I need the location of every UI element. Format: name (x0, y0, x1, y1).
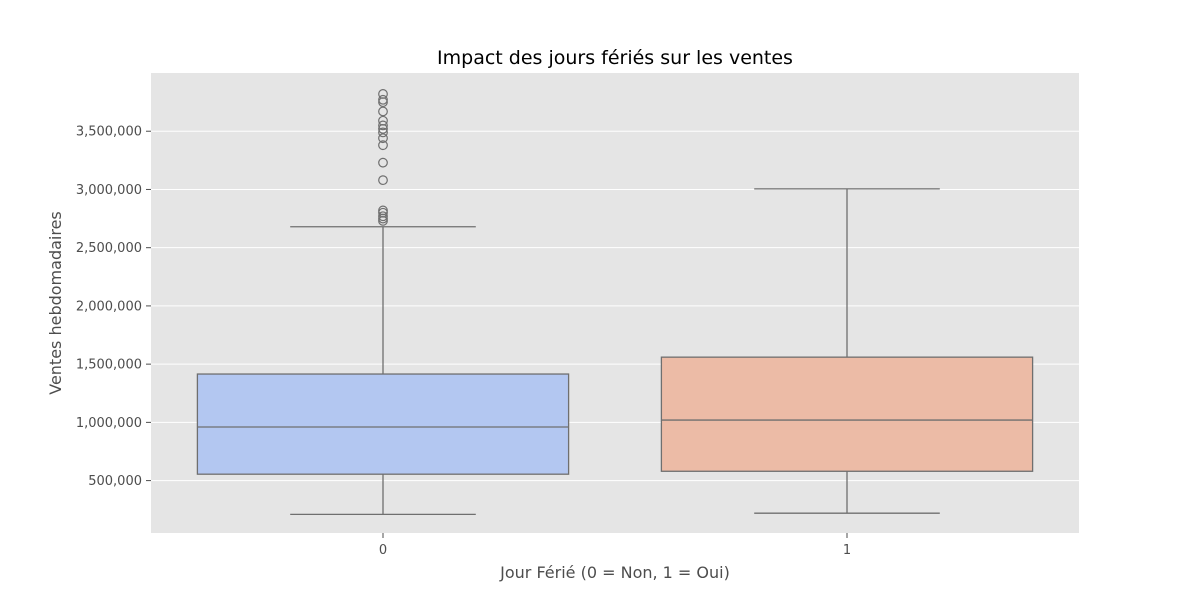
outlier-point (378, 94, 388, 105)
box-group-1 (660, 188, 1034, 514)
chart-title: Impact des jours fériés sur les ventes (437, 47, 793, 69)
outlier-point (378, 120, 388, 131)
boxes (196, 89, 1034, 516)
y-axis-ticks: 500,000 1,000,000 1,500,000 2,000,000 2,500,… (76, 125, 151, 489)
outlier-point (378, 89, 388, 99)
box-iqr (196, 373, 570, 475)
outlier-point (378, 106, 388, 117)
y-tick-label: 3,000,000 (76, 183, 142, 198)
box-group-0 (196, 89, 570, 516)
x-tick-label: 0 (379, 543, 387, 558)
outlier-point (378, 140, 388, 151)
outlier-point (378, 211, 388, 222)
y-tick-label: 2,000,000 (76, 299, 142, 314)
outlier-point (378, 205, 388, 216)
x-tick-label: 1 (843, 543, 851, 558)
outlier-point (378, 133, 388, 144)
box-iqr (660, 356, 1034, 472)
y-tick-label: 3,500,000 (76, 125, 142, 140)
outlier-point (378, 175, 388, 186)
outlier-point (378, 127, 388, 138)
y-tick-label: 1,500,000 (76, 358, 142, 373)
outlier-point (378, 157, 388, 168)
y-tick-label: 2,500,000 (76, 241, 142, 256)
y-tick-label: 1,000,000 (76, 416, 142, 431)
y-tick-label: 500,000 (88, 474, 142, 489)
outlier-point (378, 115, 388, 126)
y-axis-label: Ventes hebdomadaires (46, 211, 65, 395)
x-axis-label: Jour Férié (0 = Non, 1 = Oui) (499, 563, 730, 582)
